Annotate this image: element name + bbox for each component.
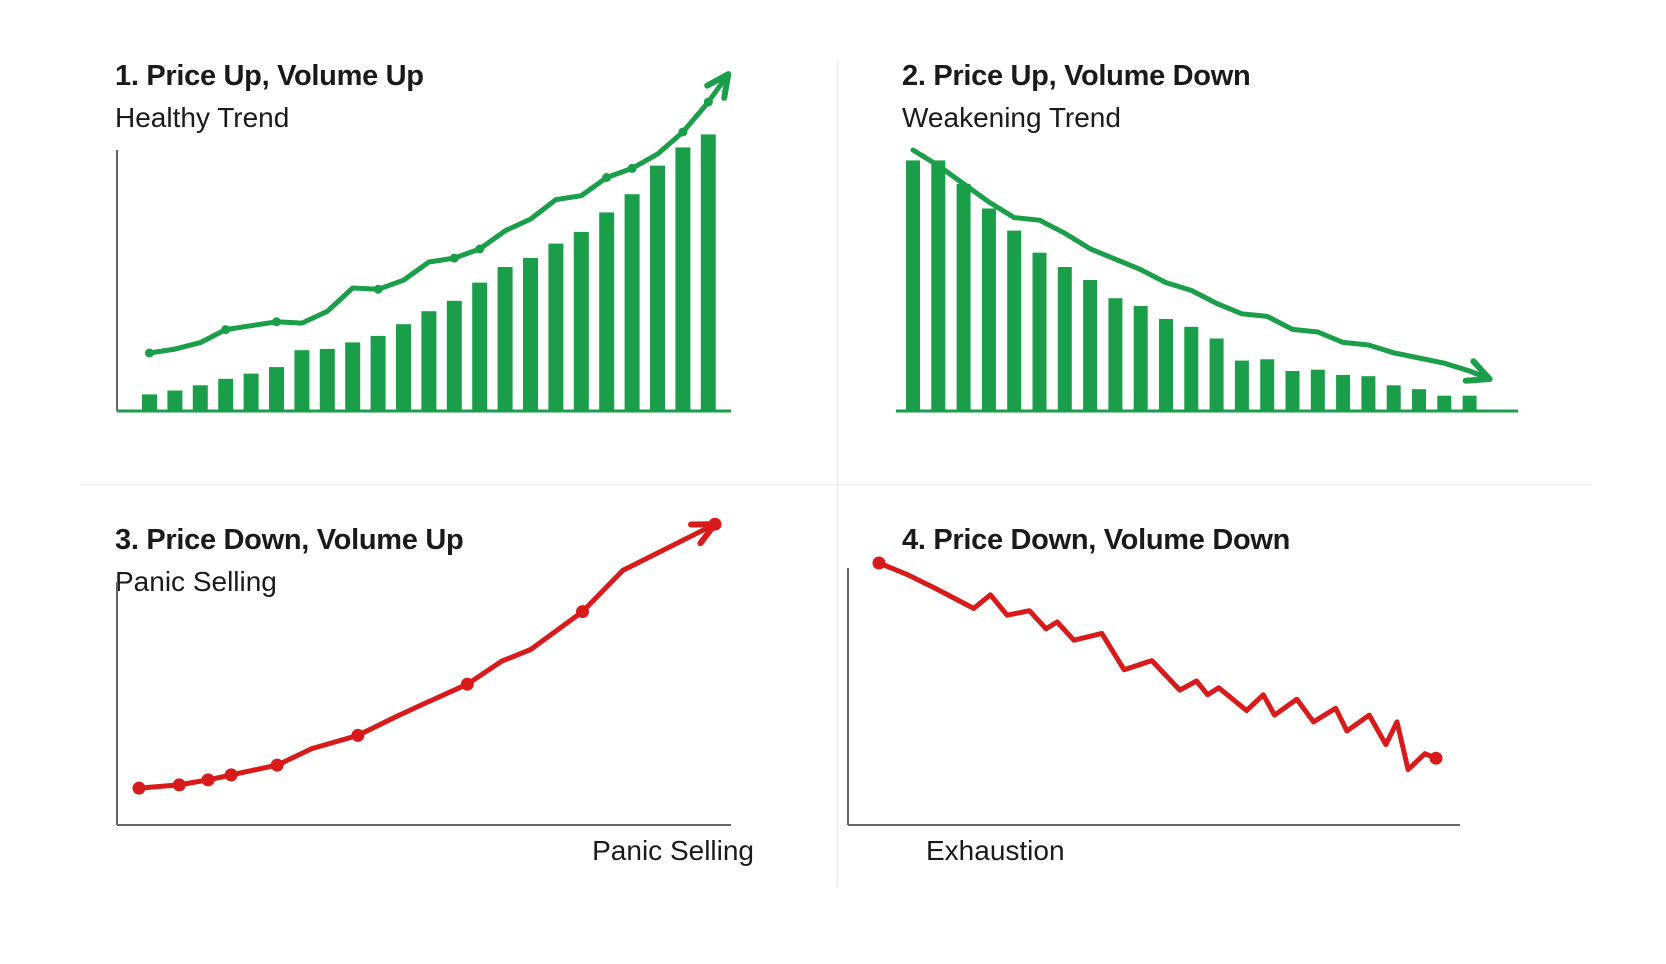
volume-bar xyxy=(1386,385,1401,410)
price-line xyxy=(876,560,1439,773)
volume-bar xyxy=(396,324,411,410)
volume-bar xyxy=(1209,338,1224,410)
volume-bar xyxy=(421,311,437,410)
price-point xyxy=(602,173,612,182)
panel-title: 3. Price Down, Volume Up xyxy=(115,524,464,556)
trend-arrow-head xyxy=(1462,358,1493,384)
volume-bar xyxy=(931,160,946,410)
price-point xyxy=(224,768,238,782)
volume-bar xyxy=(1437,395,1452,410)
price-point xyxy=(201,773,215,787)
volume-bar xyxy=(1462,395,1477,410)
volume-bar xyxy=(319,348,335,410)
volume-bar xyxy=(1159,319,1173,410)
volume-bar xyxy=(370,335,386,410)
volume-bar xyxy=(472,282,488,410)
price-point xyxy=(703,97,713,107)
price-point xyxy=(475,244,485,254)
volume-bar xyxy=(1260,359,1275,410)
chart-panic-selling: Panic Selling xyxy=(116,517,754,866)
volume-bar xyxy=(1032,252,1047,410)
volume-bar xyxy=(650,165,665,410)
price-point xyxy=(373,284,383,294)
price-point xyxy=(132,781,146,795)
volume-bar xyxy=(548,243,564,410)
volume-bar xyxy=(956,183,971,410)
volume-bar xyxy=(294,350,310,410)
horizontal-divider xyxy=(80,484,1592,485)
panel-title: 2. Price Up, Volume Down xyxy=(902,60,1251,92)
volume-bar xyxy=(243,373,259,410)
volume-bar xyxy=(1412,389,1426,410)
volume-bar xyxy=(573,231,589,410)
panel-subtitle: Healthy Trend xyxy=(115,102,290,133)
volume-bar xyxy=(1007,230,1022,410)
price-point xyxy=(351,728,365,742)
panel-price-down-volume-up: 3. Price Down, Volume Up Panic Selling P… xyxy=(115,517,875,964)
volume-bar xyxy=(1108,298,1123,410)
trend-arrow-head xyxy=(704,71,732,101)
volume-bar xyxy=(599,212,615,410)
price-point xyxy=(627,163,637,173)
volume-bar xyxy=(906,160,920,410)
volume-bar xyxy=(675,147,691,410)
price-line xyxy=(147,71,731,356)
price-point xyxy=(221,325,231,335)
volume-bar xyxy=(1310,369,1325,410)
volume-bar xyxy=(269,367,284,410)
price-point xyxy=(576,605,589,619)
volume-bar xyxy=(1184,326,1199,410)
panel-subtitle: Panic Selling xyxy=(115,566,277,597)
volume-bar xyxy=(167,390,183,410)
volume-bar xyxy=(142,394,157,410)
volume-bar xyxy=(1336,374,1351,410)
price-point xyxy=(449,253,459,263)
volume-bar xyxy=(345,342,361,410)
panel-title: 1. Price Up, Volume Up xyxy=(115,60,424,92)
price-point xyxy=(872,556,886,570)
price-point xyxy=(678,127,688,137)
price-point xyxy=(145,348,154,358)
volume-bar xyxy=(192,385,208,410)
volume-bar xyxy=(523,257,538,410)
chart-annotation: Panic Selling xyxy=(592,835,754,866)
volume-bar xyxy=(1285,371,1300,410)
price-line xyxy=(910,147,1493,382)
volume-bar xyxy=(1133,306,1148,410)
panel-price-up-volume-up: 1. Price Up, Volume Up Healthy Trend xyxy=(115,60,875,500)
volume-bar xyxy=(981,208,996,410)
volume-bar xyxy=(700,134,716,410)
price-point xyxy=(270,758,284,772)
volume-bar xyxy=(624,194,640,410)
trend-arrow-head xyxy=(688,521,718,547)
volume-bar xyxy=(497,267,513,410)
volume-bar xyxy=(1057,267,1072,410)
panel-title: 4. Price Down, Volume Down xyxy=(902,524,1291,556)
panel-subtitle: Weakening Trend xyxy=(902,102,1121,133)
price-point xyxy=(272,317,281,327)
volume-bar xyxy=(446,300,462,410)
volume-bar xyxy=(1234,360,1249,410)
price-point xyxy=(1429,751,1443,765)
vertical-divider xyxy=(837,60,838,885)
chart-weakening-trend xyxy=(896,147,1518,413)
chart-exhaustion: Exhaustion xyxy=(847,556,1460,866)
price-line xyxy=(136,521,718,791)
chart-annotation: Exhaustion xyxy=(926,835,1065,866)
volume-bar xyxy=(1361,376,1376,410)
volume-bar xyxy=(218,378,234,410)
volume-bar xyxy=(1083,280,1098,410)
chart-healthy-trend xyxy=(116,71,732,413)
panel-price-up-volume-down: 2. Price Up, Volume Down Weakening Trend xyxy=(896,60,1662,500)
price-point xyxy=(172,778,186,792)
price-point xyxy=(460,677,474,691)
panel-price-down-volume-down: 4. Price Down, Volume Down Exhaustion xyxy=(847,524,1662,964)
